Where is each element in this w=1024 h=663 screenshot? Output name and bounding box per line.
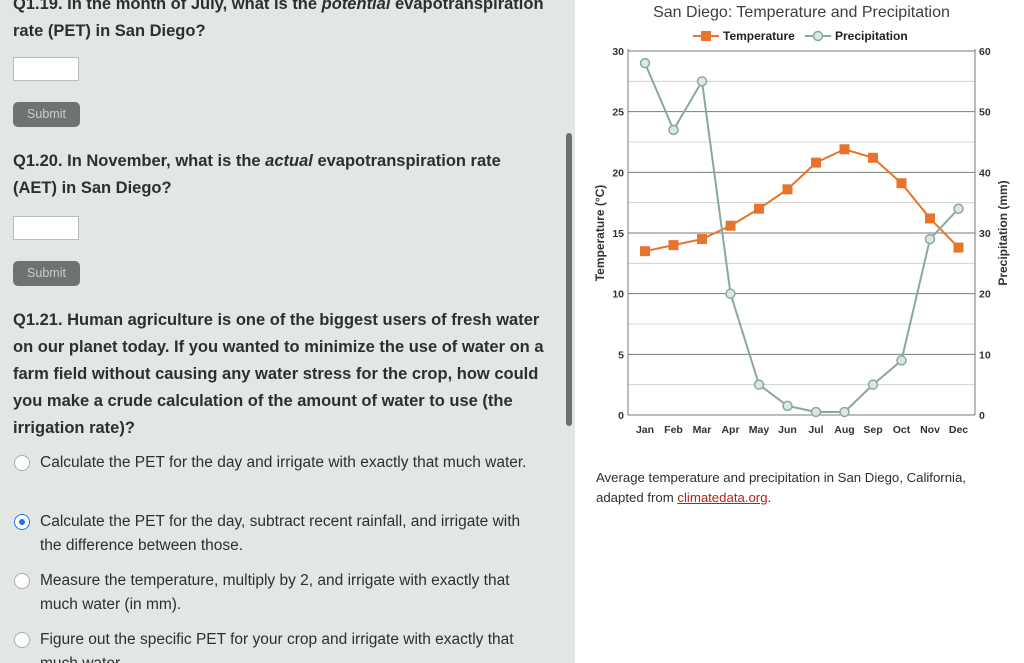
option-label: Measure the temperature, multiply by 2, … xyxy=(40,572,510,613)
legend-marker-circle xyxy=(812,30,824,42)
point-precipitation xyxy=(839,406,850,418)
point-precipitation xyxy=(725,288,736,299)
figure-caption: Average temperature and precipitation in… xyxy=(596,468,1011,508)
caption-source-link[interactable]: climatedata.org xyxy=(677,490,768,505)
q20-answer-field[interactable] xyxy=(13,216,79,240)
point-temperature xyxy=(953,242,964,253)
x-tick-label: Apr xyxy=(721,424,739,436)
legend-label: Temperature xyxy=(723,29,795,43)
climate-chart: San Diego: Temperature and Precipitation… xyxy=(593,4,1010,436)
q19-submit-button[interactable]: Submit xyxy=(13,102,80,127)
y-tick-right: 0 xyxy=(979,410,985,422)
x-tick-label: Jan xyxy=(636,424,654,436)
y-tick-left: 5 xyxy=(618,349,624,361)
point-precipitation xyxy=(668,124,679,136)
point-temperature xyxy=(754,203,764,214)
y-tick-right: 20 xyxy=(979,289,991,301)
question-panel: Q1.19. In the month of July, what is the… xyxy=(0,0,575,663)
question-q20: Q1.20. In November, what is the actual e… xyxy=(13,148,548,202)
y-tick-right: 10 xyxy=(979,349,991,361)
point-temperature xyxy=(640,246,650,257)
x-tick-label: Sep xyxy=(863,424,882,436)
q20-text-end: evapotranspiration rate xyxy=(312,152,501,170)
point-precipitation xyxy=(782,400,793,412)
y-axis-label-right: Precipitation (mm) xyxy=(996,180,1010,285)
point-temperature xyxy=(811,157,821,168)
y-tick-left: 10 xyxy=(612,289,624,301)
x-tick-label: Aug xyxy=(834,424,854,436)
point-temperature xyxy=(782,184,793,195)
figure-panel: San Diego: Temperature and Precipitation… xyxy=(575,0,1024,663)
y-tick-right: 40 xyxy=(979,167,991,179)
option-label: Figure out the specific PET for your cro… xyxy=(40,631,514,663)
q20-submit-button[interactable]: Submit xyxy=(13,261,80,286)
q20-emphasis: actual xyxy=(265,152,313,170)
point-temperature xyxy=(668,240,679,251)
point-temperature xyxy=(868,152,878,163)
x-tick-label: Jul xyxy=(808,424,823,436)
radio-button[interactable] xyxy=(14,632,30,648)
q19-text-end: evapotranspiration xyxy=(390,0,544,13)
point-precipitation xyxy=(896,355,907,366)
y-axis-label-left: Temperature (°C) xyxy=(593,185,607,282)
y-tick-left: 25 xyxy=(612,107,624,119)
radio-button-selected[interactable] xyxy=(14,514,30,530)
option-label: Calculate the PET for the day and irriga… xyxy=(40,454,527,471)
point-precipitation xyxy=(953,203,964,214)
scrollbar-thumb[interactable] xyxy=(566,133,572,426)
point-temperature xyxy=(725,220,736,231)
caption-end: . xyxy=(767,490,772,505)
y-tick-left: 30 xyxy=(612,46,624,58)
q19-text: Q1.19. In the month of July, what is the xyxy=(13,0,322,13)
legend-label: Precipitation xyxy=(835,29,908,43)
point-temperature xyxy=(896,178,907,189)
q20-text-line2: (AET) in San Diego? xyxy=(13,179,172,197)
point-precipitation xyxy=(867,379,879,390)
point-precipitation xyxy=(810,406,822,418)
x-tick-label: Mar xyxy=(693,424,712,436)
y-tick-left: 15 xyxy=(612,228,624,240)
q19-emphasis: potential xyxy=(321,0,391,13)
x-tick-label: Dec xyxy=(949,424,968,436)
point-precipitation xyxy=(924,233,936,245)
x-tick-label: Feb xyxy=(664,424,683,436)
x-tick-label: May xyxy=(749,424,770,436)
caption-text: Average temperature and precipitation in… xyxy=(596,470,966,505)
q20-text: Q1.20. In November, what is the xyxy=(13,152,266,170)
question-q21: Q1.21. Human agriculture is one of the b… xyxy=(13,311,544,437)
chart-title: San Diego: Temperature and Precipitation xyxy=(653,4,950,21)
y-tick-right: 60 xyxy=(979,46,991,58)
radio-button[interactable] xyxy=(14,455,30,471)
q19-answer-field[interactable] xyxy=(13,57,79,81)
point-precipitation xyxy=(639,57,651,69)
point-temperature xyxy=(697,234,707,245)
y-tick-left: 0 xyxy=(618,410,624,422)
x-tick-label: Jun xyxy=(778,424,797,436)
q19-text-line2: rate (PET) in San Diego? xyxy=(13,22,206,40)
series-line-precipitation xyxy=(644,62,960,413)
y-tick-right: 30 xyxy=(979,228,991,240)
radio-button[interactable] xyxy=(14,573,30,589)
series-line-temperature xyxy=(644,148,960,253)
point-precipitation xyxy=(696,76,708,87)
question-q19: Q1.19. In the month of July, what is the… xyxy=(13,0,548,45)
y-tick-right: 50 xyxy=(979,107,991,119)
point-temperature xyxy=(925,213,935,224)
point-temperature xyxy=(839,144,850,155)
y-tick-left: 20 xyxy=(612,167,624,179)
point-precipitation xyxy=(753,379,765,390)
x-tick-label: Oct xyxy=(893,424,911,436)
option-label: Calculate the PET for the day, subtract … xyxy=(40,513,521,554)
x-tick-label: Nov xyxy=(920,424,940,436)
legend-marker-square xyxy=(701,31,711,41)
